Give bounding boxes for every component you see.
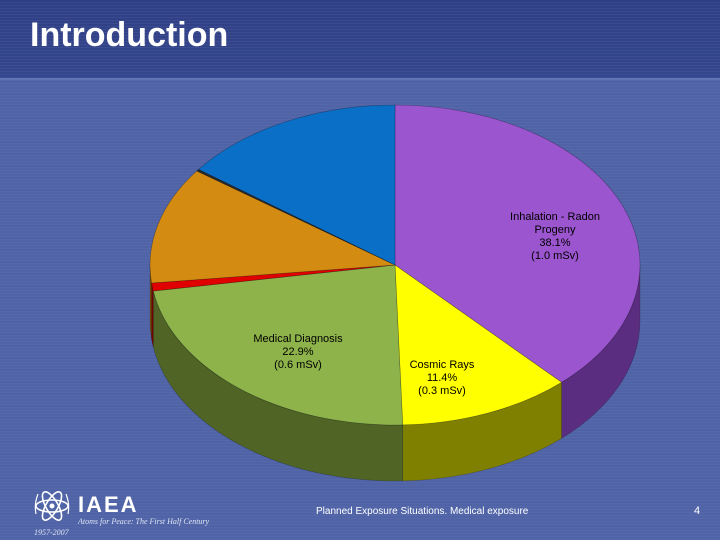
logo-wordmark: IAEA bbox=[78, 492, 139, 517]
iaea-logo: IAEA Atoms for Peace: The First Half Cen… bbox=[30, 484, 220, 540]
slice-label-2: Medical Diagnosis 22.9% (0.6 mSv) bbox=[253, 333, 343, 371]
page-number: 4 bbox=[694, 505, 701, 517]
title-bar: Introduction bbox=[0, 0, 720, 80]
pie-slice-1 bbox=[394, 264, 563, 426]
pie-slice-2 bbox=[152, 264, 404, 426]
pie-slice-6 bbox=[198, 104, 396, 266]
atom-emblem-icon bbox=[34, 491, 70, 521]
slice-label-1: Cosmic Rays 11.4% (0.3 mSv) bbox=[410, 359, 475, 397]
pie-labels: Inhalation - Radon Progeny 38.1% (1.0 mSv) C… bbox=[253, 211, 600, 397]
logo-tagline: Atoms for Peace: The First Half Century bbox=[78, 517, 210, 526]
pie-slice-4 bbox=[149, 170, 397, 284]
pie-side-walls bbox=[149, 264, 641, 482]
pie-slice-0 bbox=[394, 104, 641, 383]
footer-caption: Planned Exposure Situations. Medical exp… bbox=[316, 506, 529, 517]
pie-slice-5 bbox=[196, 168, 396, 266]
pie-slice-3 bbox=[151, 264, 396, 292]
page-title: Introduction bbox=[30, 16, 229, 54]
pie-top-faces bbox=[149, 104, 641, 426]
logo-years: 1957-2007 bbox=[34, 528, 69, 537]
slice-label-0: Inhalation - Radon Progeny 38.1% (1.0 mSv) bbox=[510, 211, 600, 262]
